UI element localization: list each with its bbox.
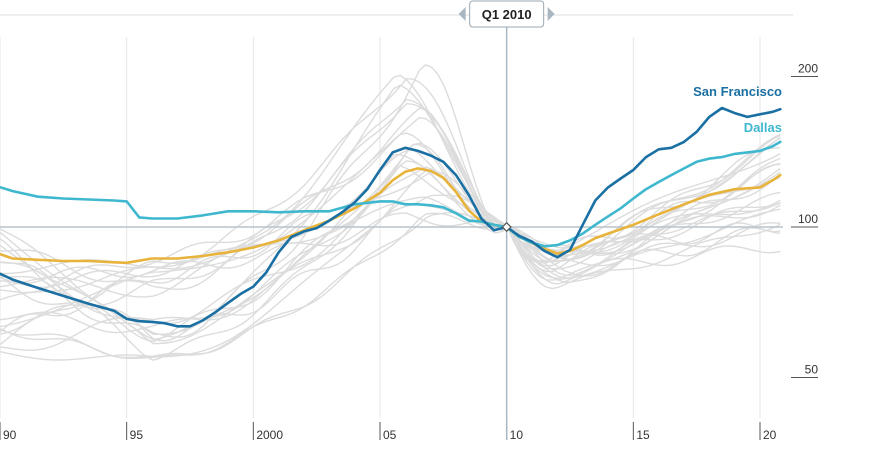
y-tick-label: 50 bbox=[805, 363, 819, 377]
x-tick-label: 05 bbox=[383, 428, 397, 442]
background-series-line bbox=[0, 176, 781, 275]
y-tick-label: 200 bbox=[798, 61, 818, 75]
background-series-line bbox=[0, 78, 781, 346]
x-tick-label: 10 bbox=[510, 428, 524, 442]
x-axis: 90 95 2000 05 10 15 20 bbox=[0, 422, 777, 442]
period-selector[interactable]: Q1 2010 bbox=[458, 0, 555, 28]
series-label-dallas: Dallas bbox=[744, 120, 782, 135]
background-series-line bbox=[0, 98, 781, 335]
triangle-right-icon[interactable] bbox=[547, 7, 555, 21]
y-tick-label: 100 bbox=[798, 212, 818, 226]
series-labels: San Francisco Dallas bbox=[693, 84, 782, 135]
series-line-sanfrancisco bbox=[0, 106, 782, 328]
background-series-line bbox=[0, 116, 781, 328]
background-series-line bbox=[0, 171, 781, 361]
background-series-line bbox=[0, 191, 781, 359]
x-tick-label: 20 bbox=[763, 428, 777, 442]
series-label-sanfrancisco: San Francisco bbox=[693, 84, 782, 99]
x-tick-label: 2000 bbox=[256, 428, 283, 442]
highlight-series bbox=[0, 106, 782, 328]
origin-marker bbox=[501, 221, 512, 233]
triangle-left-icon[interactable] bbox=[458, 7, 466, 21]
background-series-line bbox=[0, 107, 781, 288]
background-series-line bbox=[0, 132, 781, 294]
x-tick-label: 15 bbox=[636, 428, 650, 442]
background-series-line bbox=[0, 137, 781, 351]
y-axis: 200 100 50 bbox=[791, 61, 819, 379]
series-line-national bbox=[0, 167, 782, 265]
period-label: Q1 2010 bbox=[482, 7, 532, 22]
x-tick-label: 95 bbox=[130, 428, 144, 442]
series-line-dallas bbox=[0, 140, 782, 248]
x-tick-label: 90 bbox=[3, 428, 17, 442]
period-box[interactable] bbox=[469, 0, 545, 28]
background-series-line bbox=[0, 143, 781, 342]
background-series bbox=[0, 64, 781, 361]
